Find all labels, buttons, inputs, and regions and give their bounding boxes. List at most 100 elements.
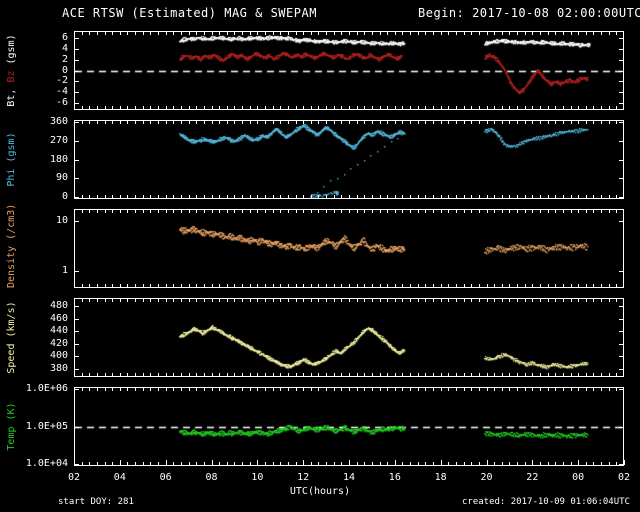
x-tickmark bbox=[227, 121, 228, 124]
x-tickmark bbox=[456, 388, 457, 391]
y-tickmark bbox=[619, 81, 624, 82]
x-tickmark bbox=[380, 121, 381, 124]
x-tickmark bbox=[601, 106, 602, 109]
y-tickmark bbox=[619, 38, 624, 39]
x-tickmark bbox=[380, 284, 381, 287]
x-tickmark bbox=[97, 462, 98, 465]
y-tickmark bbox=[74, 221, 79, 222]
x-tickmark bbox=[326, 195, 327, 198]
x-tickmark bbox=[250, 388, 251, 391]
x-tickmark bbox=[609, 373, 610, 376]
x-tickmark bbox=[456, 121, 457, 124]
x-tickmark bbox=[593, 210, 594, 213]
x-tickmark bbox=[219, 195, 220, 198]
x-tickmark bbox=[334, 195, 335, 198]
x-tickmark bbox=[548, 284, 549, 287]
x-tickmark bbox=[548, 121, 549, 124]
x-tickmark bbox=[127, 388, 128, 391]
x-tickmark bbox=[593, 195, 594, 198]
y-tick-swepam-density-0: 10 bbox=[55, 215, 68, 227]
x-tickmark bbox=[448, 195, 449, 198]
y-tickmark bbox=[74, 427, 79, 428]
x-tickmark bbox=[471, 388, 472, 391]
x-tick-label-7: 16 bbox=[388, 472, 401, 483]
x-tickmark bbox=[418, 388, 419, 391]
x-tickmark bbox=[311, 32, 312, 35]
x-tickmark bbox=[326, 462, 327, 465]
x-tickmark bbox=[112, 106, 113, 109]
x-tickmark bbox=[296, 32, 297, 35]
x-tickmark bbox=[280, 106, 281, 109]
x-tickmark bbox=[318, 121, 319, 124]
x-tickmark bbox=[357, 195, 358, 198]
y-tickmark bbox=[619, 306, 624, 307]
x-tickmark bbox=[212, 195, 213, 198]
x-tickmark bbox=[494, 32, 495, 35]
y-tickmark bbox=[619, 160, 624, 161]
x-tickmark bbox=[158, 195, 159, 198]
y-tickmark bbox=[619, 389, 624, 390]
x-tickmark bbox=[593, 373, 594, 376]
x-tickmark bbox=[250, 373, 251, 376]
x-tickmark bbox=[387, 121, 388, 124]
x-tickmark bbox=[364, 462, 365, 465]
x-tickmark bbox=[441, 210, 442, 213]
x-tickmark bbox=[349, 106, 350, 109]
x-tickmark bbox=[494, 462, 495, 465]
x-tickmark bbox=[334, 373, 335, 376]
x-tickmark bbox=[578, 106, 579, 109]
x-tickmark bbox=[273, 121, 274, 124]
x-tickmark bbox=[402, 462, 403, 465]
x-tickmark bbox=[387, 388, 388, 391]
x-tickmark bbox=[250, 284, 251, 287]
x-tickmark bbox=[372, 32, 373, 35]
x-tickmark bbox=[364, 195, 365, 198]
x-tickmark bbox=[525, 462, 526, 465]
x-tickmark bbox=[326, 284, 327, 287]
x-tickmark bbox=[555, 299, 556, 302]
x-tickmark bbox=[540, 32, 541, 35]
x-tickmark bbox=[456, 106, 457, 109]
x-tickmark bbox=[257, 210, 258, 213]
x-tickmark bbox=[571, 106, 572, 109]
x-tickmark bbox=[517, 106, 518, 109]
x-tickmark bbox=[173, 121, 174, 124]
x-tick-label-10: 22 bbox=[526, 472, 539, 483]
x-tickmark bbox=[273, 284, 274, 287]
x-tickmark bbox=[517, 195, 518, 198]
x-tickmark bbox=[318, 195, 319, 198]
x-tickmark bbox=[303, 210, 304, 213]
y-tickmark bbox=[74, 369, 79, 370]
x-tickmark bbox=[311, 121, 312, 124]
y-tick-swepam-speed-3: 420 bbox=[49, 337, 68, 349]
x-tickmark bbox=[135, 299, 136, 302]
x-tickmark bbox=[150, 373, 151, 376]
y-tick-mag-bt-bz-0: 6 bbox=[61, 32, 68, 44]
x-tickmark bbox=[227, 284, 228, 287]
x-tickmark bbox=[456, 32, 457, 35]
x-tickmark bbox=[97, 106, 98, 109]
x-tickmark bbox=[487, 373, 488, 376]
y-tickmark bbox=[619, 369, 624, 370]
x-tickmark bbox=[487, 299, 488, 302]
x-tickmark bbox=[318, 284, 319, 287]
x-tickmark bbox=[364, 299, 365, 302]
x-tickmark bbox=[242, 299, 243, 302]
x-tickmark bbox=[586, 195, 587, 198]
x-tickmark bbox=[380, 106, 381, 109]
y-tickmark bbox=[619, 344, 624, 345]
y-tick-mag-bt-bz-4: -2 bbox=[55, 75, 68, 87]
x-tickmark bbox=[593, 388, 594, 391]
x-tickmark bbox=[532, 32, 533, 35]
x-tickmark bbox=[334, 106, 335, 109]
x-tickmark bbox=[571, 121, 572, 124]
x-tickmark bbox=[265, 462, 266, 465]
x-tickmark bbox=[189, 284, 190, 287]
x-tickmark bbox=[204, 299, 205, 302]
x-tickmark bbox=[204, 373, 205, 376]
x-tickmark bbox=[105, 284, 106, 287]
x-tickmark bbox=[265, 32, 266, 35]
y-tickmark bbox=[74, 344, 79, 345]
x-tickmark bbox=[548, 373, 549, 376]
x-major-tickmark bbox=[441, 460, 442, 465]
